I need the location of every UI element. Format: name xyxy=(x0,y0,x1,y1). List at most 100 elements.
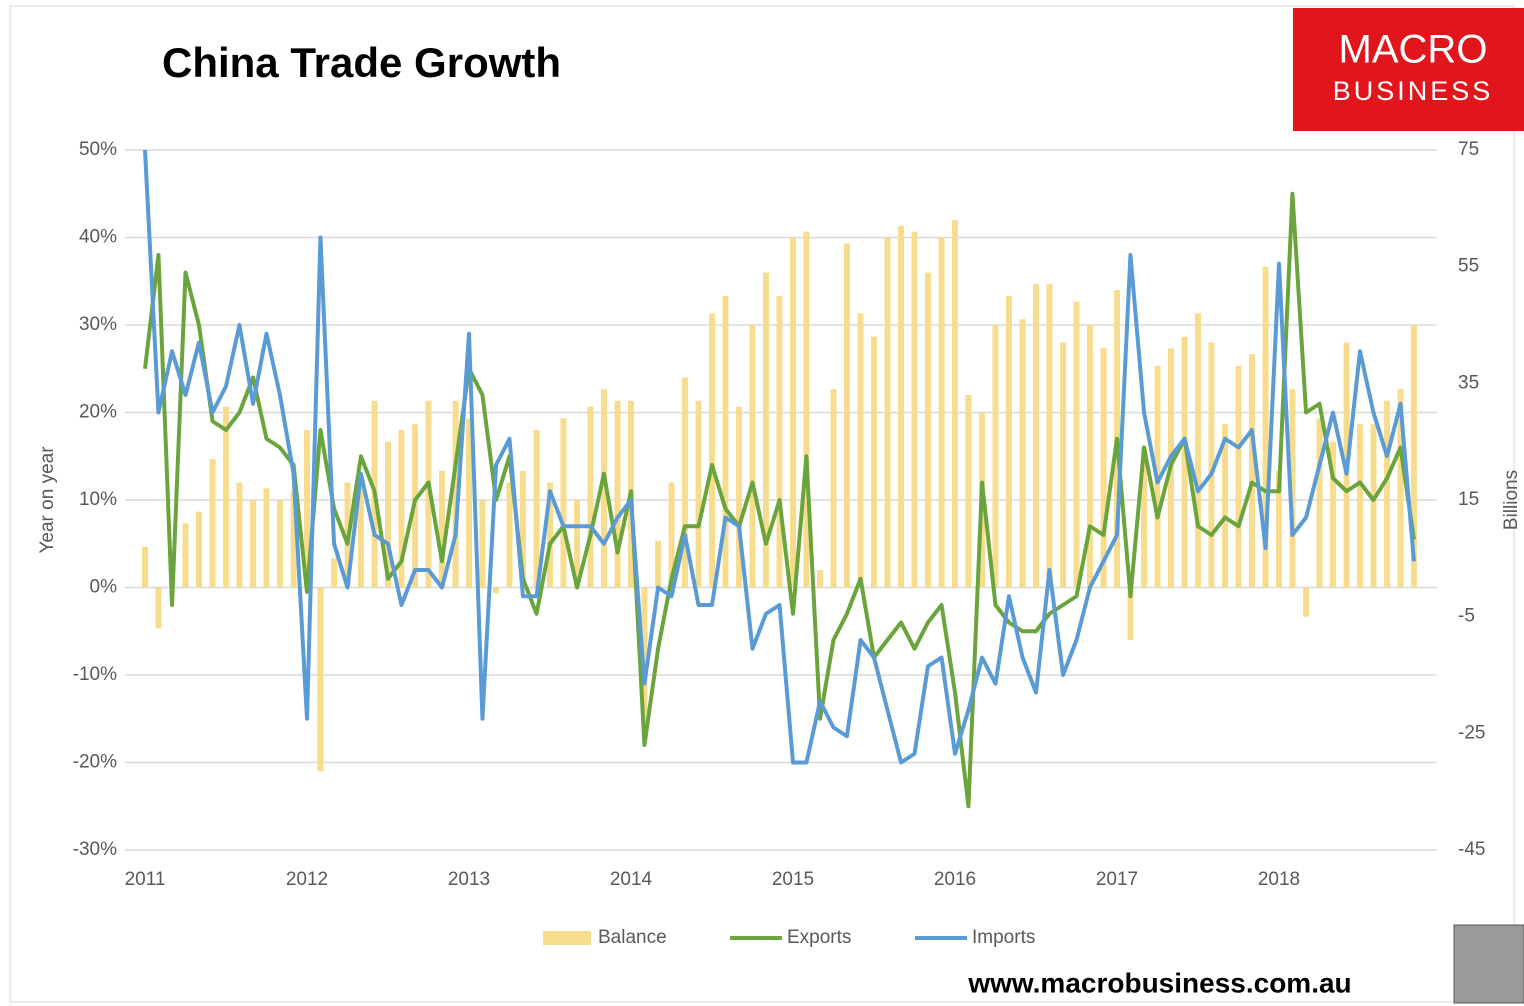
chart-title: China Trade Growth xyxy=(162,39,561,86)
y-tick-label: 30% xyxy=(79,314,117,335)
bar xyxy=(1262,266,1269,588)
bar xyxy=(736,406,743,588)
x-tick-label: 2013 xyxy=(448,869,490,890)
bar xyxy=(1329,441,1336,588)
y-tick-label: 50% xyxy=(79,139,117,160)
y-tick-label: 20% xyxy=(79,402,117,423)
bar xyxy=(600,389,607,588)
bar xyxy=(1181,336,1188,588)
bar xyxy=(803,231,810,588)
bar xyxy=(1060,342,1067,588)
bar xyxy=(1073,301,1080,588)
x-tick-label: 2016 xyxy=(934,869,976,890)
bar xyxy=(857,313,864,588)
bar xyxy=(223,406,229,588)
bar xyxy=(398,430,405,588)
bar xyxy=(493,587,500,594)
bar xyxy=(1046,284,1053,588)
bar xyxy=(709,313,715,588)
y2-tick-label: -25 xyxy=(1458,722,1485,743)
y-tick-label: 10% xyxy=(79,489,117,510)
bar xyxy=(452,400,459,588)
bar xyxy=(817,570,824,588)
bar xyxy=(790,237,796,588)
y2-tick-label: 55 xyxy=(1458,256,1479,277)
y2-axis-title: Billions xyxy=(1501,470,1522,530)
logo-box xyxy=(1293,8,1524,131)
y-axis-title: Year on year xyxy=(37,446,58,554)
y-tick-label: -20% xyxy=(73,752,117,773)
bar xyxy=(884,237,891,588)
bar xyxy=(1235,365,1242,588)
bar xyxy=(1141,447,1148,588)
bar xyxy=(1100,348,1107,588)
bar xyxy=(1222,424,1229,588)
legend-label: Exports xyxy=(787,927,851,948)
bar xyxy=(871,336,877,588)
bar xyxy=(1127,587,1134,640)
bar xyxy=(911,231,918,588)
bar xyxy=(762,272,769,588)
bar xyxy=(304,430,310,588)
x-tick-label: 2018 xyxy=(1258,869,1300,890)
x-tick-label: 2012 xyxy=(286,869,328,890)
y2-tick-label: 75 xyxy=(1458,139,1479,160)
bar xyxy=(547,482,553,588)
chart-frame xyxy=(9,5,1515,1003)
bar xyxy=(1370,424,1377,588)
website: www.macrobusiness.com.au xyxy=(967,967,1351,998)
logo-icon xyxy=(1453,924,1524,1004)
bar xyxy=(1086,325,1093,588)
bar xyxy=(924,272,931,588)
bar xyxy=(952,220,958,588)
bar xyxy=(506,482,513,588)
bar xyxy=(1208,342,1215,588)
bar xyxy=(236,482,243,588)
bar xyxy=(1384,400,1391,588)
line xyxy=(143,191,1416,809)
legend-swatch xyxy=(543,931,591,945)
bar xyxy=(1019,319,1026,588)
bar xyxy=(290,491,297,588)
logo-text: BUSINESS xyxy=(1333,76,1494,106)
bar xyxy=(776,295,783,588)
logo-text: MACRO xyxy=(1339,28,1488,72)
y-tick-label: 40% xyxy=(79,227,117,248)
bar xyxy=(655,540,662,588)
legend-label: Imports xyxy=(972,927,1035,948)
bar xyxy=(641,587,648,722)
bar xyxy=(681,377,688,588)
y2-tick-label: 15 xyxy=(1458,489,1479,510)
bar xyxy=(195,511,202,588)
bar xyxy=(142,546,148,588)
bar xyxy=(1033,284,1039,588)
bar xyxy=(843,243,850,588)
bar xyxy=(1195,313,1201,588)
bar xyxy=(722,295,729,588)
bar xyxy=(614,400,621,588)
bar xyxy=(317,587,324,772)
y2-tick-label: -45 xyxy=(1458,839,1485,860)
y-tick-label: -10% xyxy=(73,664,117,685)
bar xyxy=(182,523,189,588)
bar xyxy=(1303,587,1310,617)
bar xyxy=(1397,389,1404,588)
bar xyxy=(992,325,999,588)
bar xyxy=(479,500,486,588)
bar xyxy=(209,459,216,588)
bar xyxy=(385,441,391,588)
bar xyxy=(357,476,364,588)
y-tick-label: -30% xyxy=(73,839,117,860)
bar xyxy=(1410,325,1417,588)
bar xyxy=(898,225,905,588)
bar xyxy=(1357,424,1363,588)
bar xyxy=(587,406,594,588)
bar xyxy=(749,325,756,588)
bar xyxy=(830,389,837,588)
bar xyxy=(438,470,445,588)
bar xyxy=(1289,389,1296,588)
bar xyxy=(263,488,270,588)
bar xyxy=(250,500,257,588)
y2-tick-label: 35 xyxy=(1458,372,1479,393)
